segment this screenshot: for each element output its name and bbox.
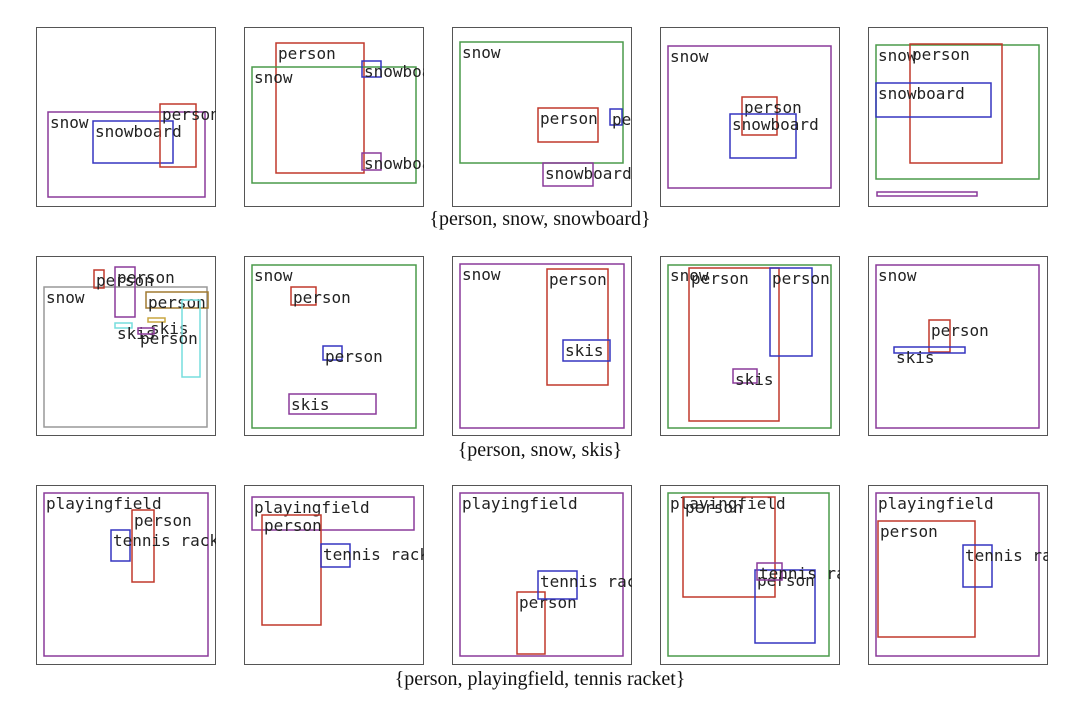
box-label: snowboard: [364, 62, 451, 81]
box-label: snow: [254, 68, 293, 87]
box-label: snow: [878, 266, 917, 285]
box-label: tennis racket: [323, 545, 448, 564]
box-label: person: [264, 516, 322, 535]
box-label: snowboard: [364, 154, 451, 173]
box-label: person: [325, 347, 383, 366]
box-label: snow: [46, 288, 85, 307]
box-label: person: [162, 105, 220, 124]
box-label: person: [691, 269, 749, 288]
box-label: person: [293, 288, 351, 307]
box-label: person: [931, 321, 989, 340]
box-label: person: [148, 293, 206, 312]
box-label: skis: [291, 395, 330, 414]
box-label: snow: [50, 113, 89, 132]
box-label: tennis racket: [965, 546, 1080, 565]
row-caption: {person, playingfield, tennis racket}: [395, 668, 686, 690]
box-label: snow: [462, 265, 501, 284]
box-label: snowboard: [95, 122, 182, 141]
box-label: skis: [896, 348, 935, 367]
box-label: playingfield: [254, 498, 370, 517]
row-caption: {person, snow, snowboard}: [429, 208, 650, 230]
box-label: person: [880, 522, 938, 541]
box-label: playingfield: [462, 494, 578, 513]
box-label: snow: [462, 43, 501, 62]
box-label: person: [549, 270, 607, 289]
box-label: tennis racket: [540, 572, 665, 591]
box-label: skis: [735, 370, 774, 389]
box-label: playingfield: [878, 494, 994, 513]
box-label: person: [519, 593, 577, 612]
panel: snow person skis: [869, 257, 1048, 436]
box-label: person: [772, 269, 830, 288]
panel: person snow snowboard snowboard: [245, 28, 451, 207]
box-label: tennis racket: [113, 531, 238, 550]
box-label: person: [685, 498, 743, 517]
panel: playingfield person tennis racket: [869, 486, 1080, 665]
box-label: skis: [565, 341, 604, 360]
box-label: snowboard: [545, 164, 632, 183]
box-label: person: [912, 45, 970, 64]
box-label: snowboard: [732, 115, 819, 134]
row-caption: {person, snow, skis}: [458, 439, 623, 461]
box-label: person: [140, 329, 198, 348]
box-label: person: [278, 44, 336, 63]
box-label: person: [540, 109, 598, 128]
box-label: person: [134, 511, 192, 530]
box-label: tennis racket: [759, 564, 884, 583]
box-label: snow: [254, 266, 293, 285]
panel: playingfield person tennis racket: [453, 486, 666, 665]
box-label: snow: [670, 47, 709, 66]
panel: snow person skis: [453, 257, 632, 436]
box-label: person: [117, 268, 175, 287]
box-label: snowboard: [878, 84, 965, 103]
